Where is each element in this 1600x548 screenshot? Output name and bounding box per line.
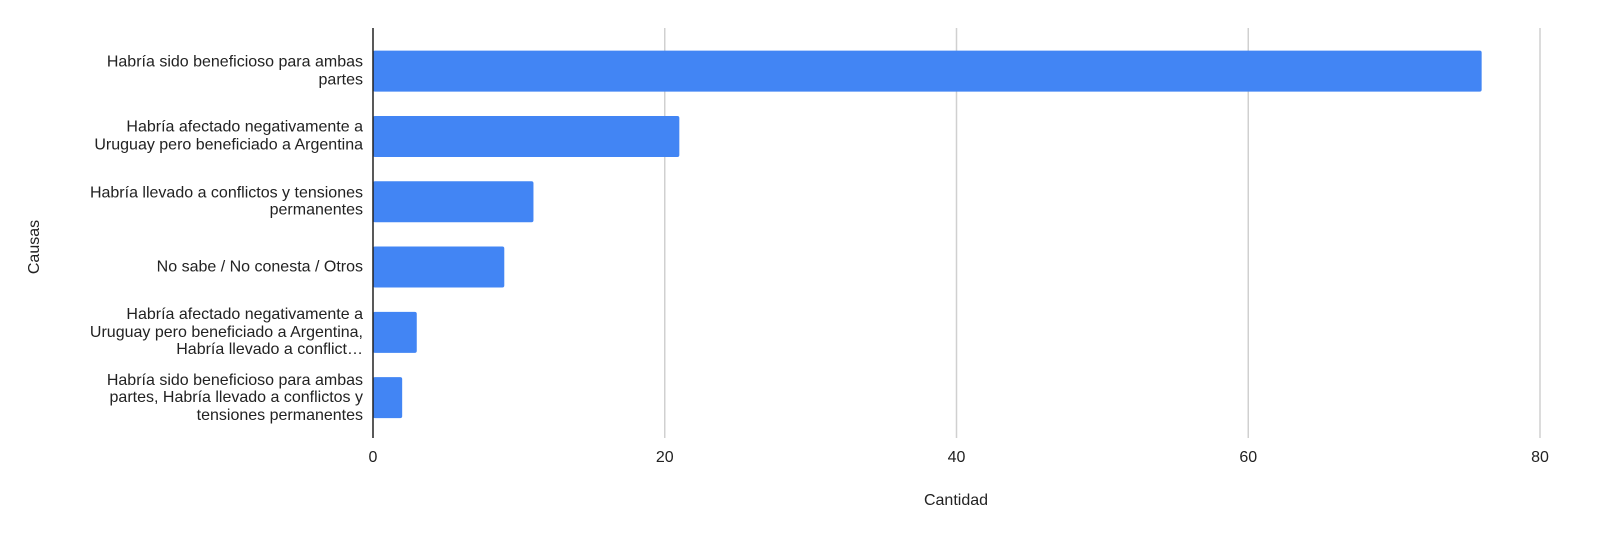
bar	[373, 181, 534, 223]
bar	[373, 377, 403, 419]
bar	[373, 246, 505, 288]
x-tick-label: 80	[1531, 449, 1549, 466]
x-tick-label: 20	[656, 449, 674, 466]
bar	[373, 50, 1482, 92]
y-tick-label: No sabe / No conesta / Otros	[156, 258, 363, 276]
y-tick-label: Habría sido beneficioso para ambas parte…	[106, 53, 363, 89]
x-tick-label: 40	[948, 449, 966, 466]
y-tick-label: Habría afectado negativamente a Uruguay …	[89, 306, 363, 359]
y-tick-label: Habría afectado negativamente a Uruguay …	[94, 118, 363, 154]
bar	[373, 311, 417, 353]
y-tick-label: Habría sido beneficioso para ambas parte…	[106, 371, 363, 424]
y-axis-label: Causas	[26, 220, 43, 274]
x-tick-label: 60	[1239, 449, 1257, 466]
bar	[373, 115, 680, 157]
x-tick-label: 0	[369, 449, 378, 466]
y-tick-label: Habría llevado a conflictos y tensiones …	[89, 184, 363, 219]
x-axis-label: Cantidad	[924, 492, 988, 509]
